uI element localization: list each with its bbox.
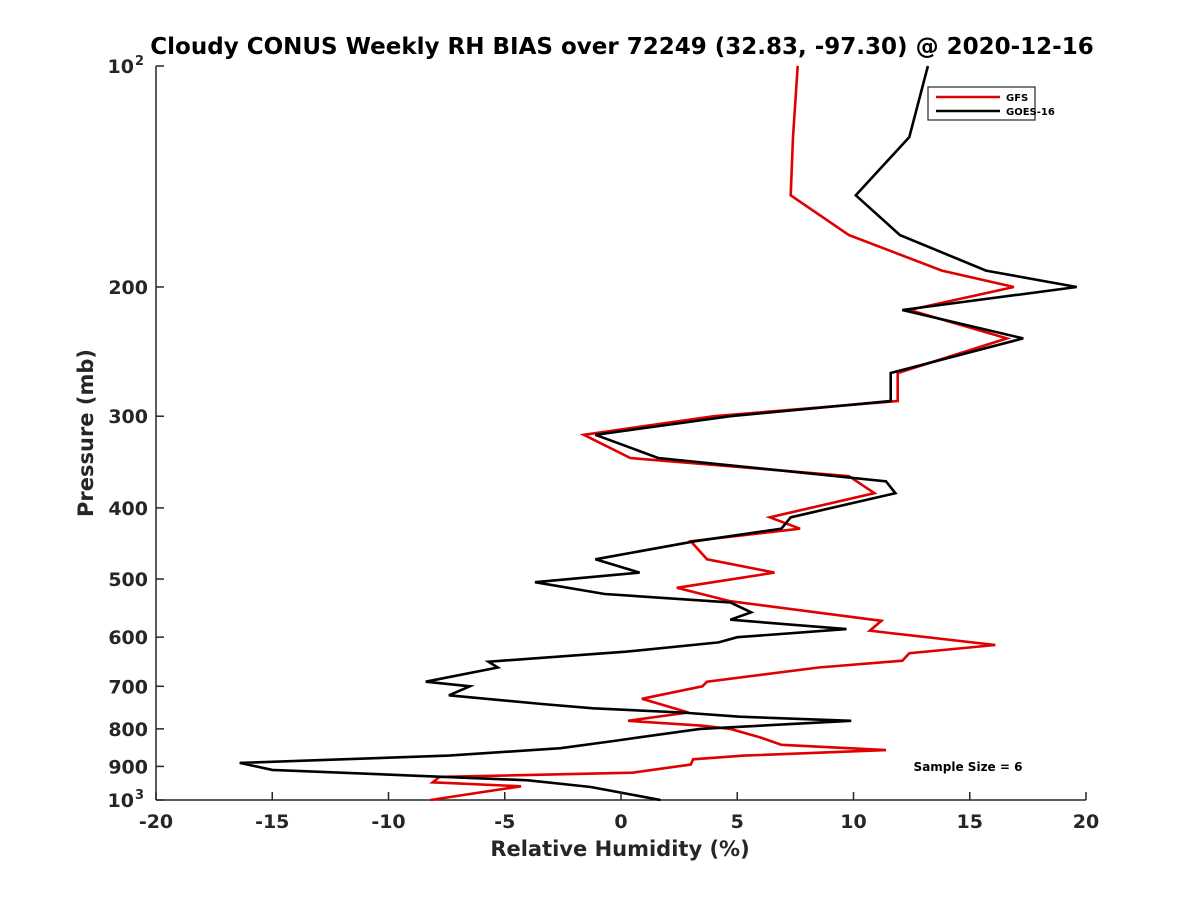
- legend-label-goes16: GOES-16: [1006, 107, 1055, 118]
- x-tick-label: 5: [731, 811, 744, 833]
- legend-box: [927, 86, 1036, 121]
- plot-area: -20 -15 -10 -5 0 5 10 15 20 10 220030040050060070…: [108, 54, 1100, 833]
- series-layer: [239, 65, 1077, 802]
- x-tick-label: 10: [840, 811, 866, 833]
- y-tick-label: 500: [108, 569, 148, 591]
- legend: GFS GOES-16: [927, 86, 1055, 121]
- x-tick-label: 15: [957, 811, 983, 833]
- sample-size-annotation: Sample Size = 6: [914, 760, 1023, 774]
- x-tick-label: 0: [614, 811, 627, 833]
- y-tick-exponent: 3: [135, 788, 144, 803]
- y-tick-exponent: 2: [135, 54, 144, 69]
- x-ticks: -20 -15 -10 -5 0 5 10 15 20: [139, 792, 1099, 833]
- legend-label-gfs: GFS: [1006, 93, 1028, 104]
- series-line-gfs: [429, 65, 1015, 802]
- y-tick-label: 800: [108, 719, 148, 741]
- y-tick-label: 10: [108, 56, 134, 78]
- y-tick-label: 700: [108, 676, 148, 698]
- x-tick-label: 20: [1073, 811, 1099, 833]
- y-tick-label: 10: [108, 790, 134, 812]
- x-tick-label: -10: [371, 811, 405, 833]
- y-tick-label: 400: [108, 498, 148, 520]
- x-axis-label: Relative Humidity (%): [490, 837, 749, 861]
- y-axis-label: Pressure (mb): [74, 349, 98, 517]
- y-tick-label: 200: [108, 277, 148, 299]
- x-tick-label: -15: [255, 811, 289, 833]
- y-tick-label: 900: [108, 756, 148, 778]
- series-line-goes-16: [239, 65, 1077, 802]
- x-tick-label: -5: [494, 811, 515, 833]
- y-tick-label: 600: [108, 627, 148, 649]
- x-tick-label: -20: [139, 811, 173, 833]
- chart-title: Cloudy CONUS Weekly RH BIAS over 72249 (…: [150, 34, 1093, 60]
- y-tick-label: 300: [108, 406, 148, 428]
